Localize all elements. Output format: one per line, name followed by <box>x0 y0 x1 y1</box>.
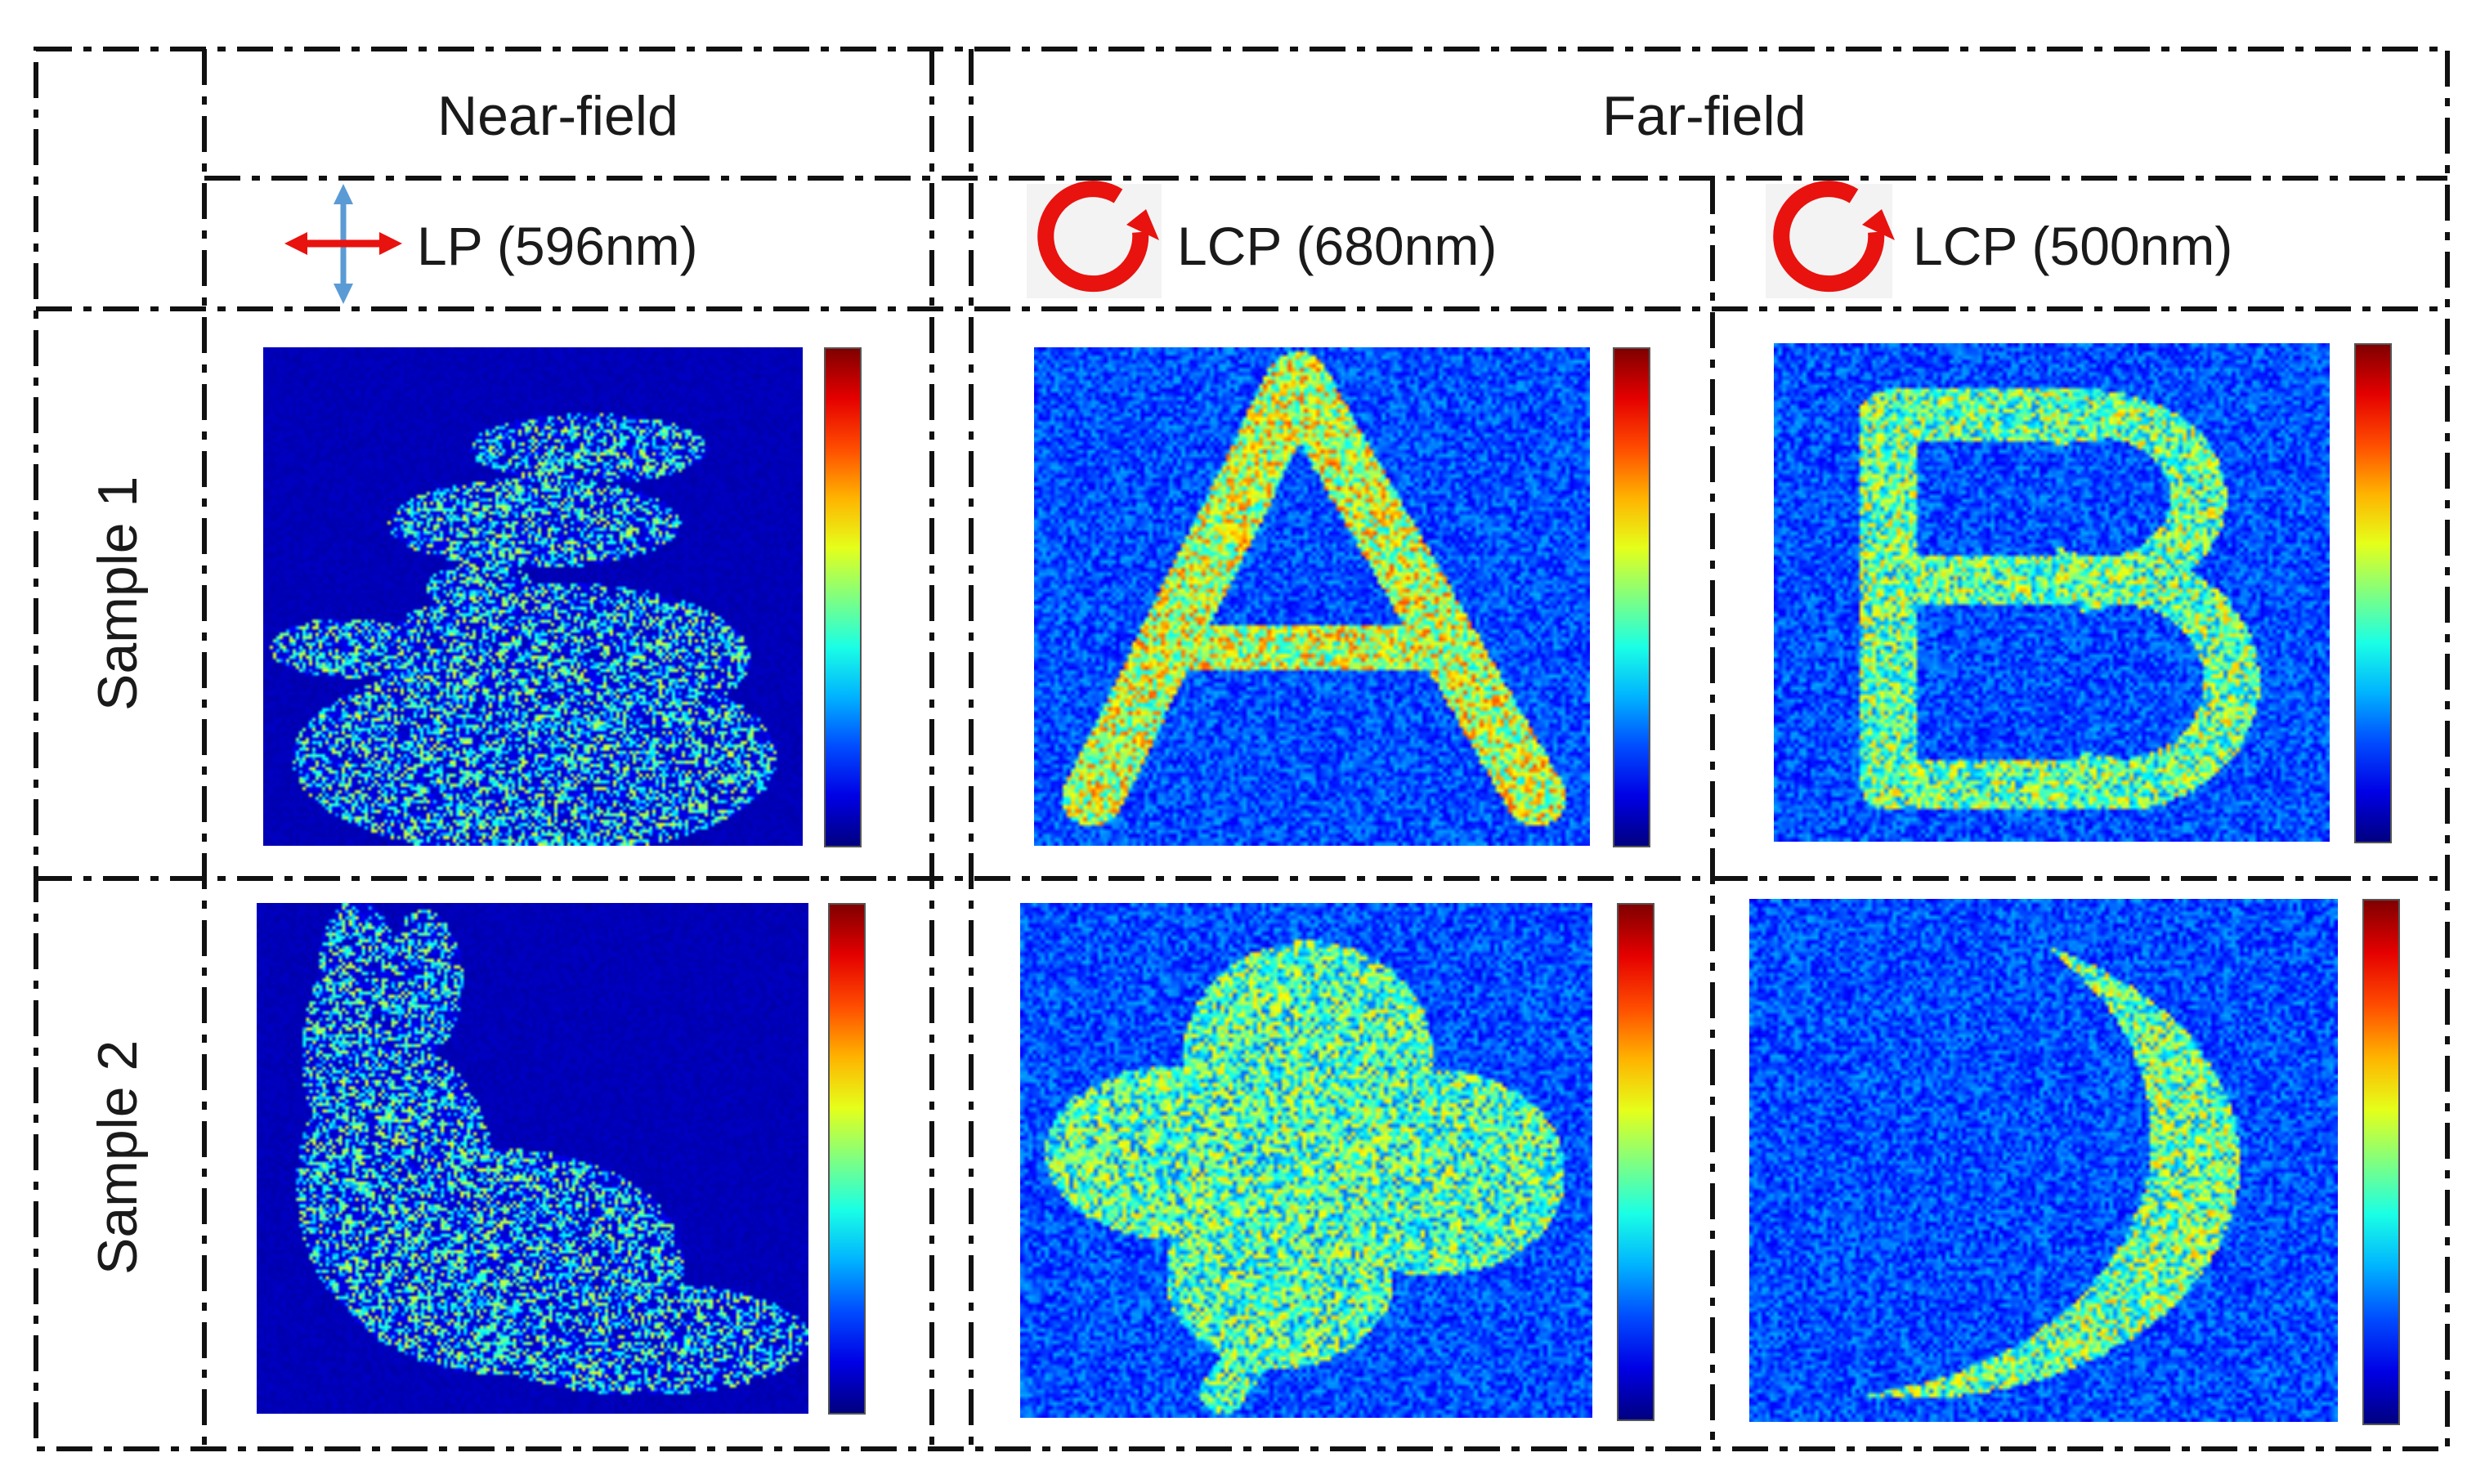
lcp-500nm-label: LCP (500nm) <box>1913 216 2233 276</box>
far-field-letter-B-heatmap <box>1774 343 2330 842</box>
lcp-680nm-label: LCP (680nm) <box>1177 216 1498 276</box>
near-field-bird-heatmap <box>263 347 803 846</box>
colorbar-far-field-crescent <box>2362 899 2400 1425</box>
colorbar-near-field-sample-2 <box>828 903 866 1415</box>
colorbar-far-field-b <box>2354 343 2392 843</box>
far-field-header: Far-field <box>1602 85 1807 147</box>
colorbar-far-field-a <box>1613 347 1650 847</box>
far-field-clover-heatmap <box>1020 903 1592 1418</box>
colorbar-far-field-clover <box>1617 903 1654 1421</box>
lp-596nm-label: LP (596nm) <box>417 216 698 276</box>
circular-arrow-lcp-icon <box>1037 181 1159 293</box>
double-arrow-linear-polarization-icon <box>284 184 402 304</box>
sample-1-label: Sample 1 <box>87 476 149 711</box>
outer-border <box>34 47 2450 1451</box>
far-field-letter-A-heatmap <box>1034 347 1590 846</box>
sample-2-label: Sample 2 <box>87 1039 149 1275</box>
near-field-header: Near-field <box>437 85 678 147</box>
colorbar-near-field-sample-1 <box>824 347 862 847</box>
circular-arrow-lcp-icon <box>1773 181 1895 293</box>
far-field-crescent-heatmap <box>1749 899 2338 1422</box>
near-field-rabbit-heatmap <box>257 903 808 1414</box>
